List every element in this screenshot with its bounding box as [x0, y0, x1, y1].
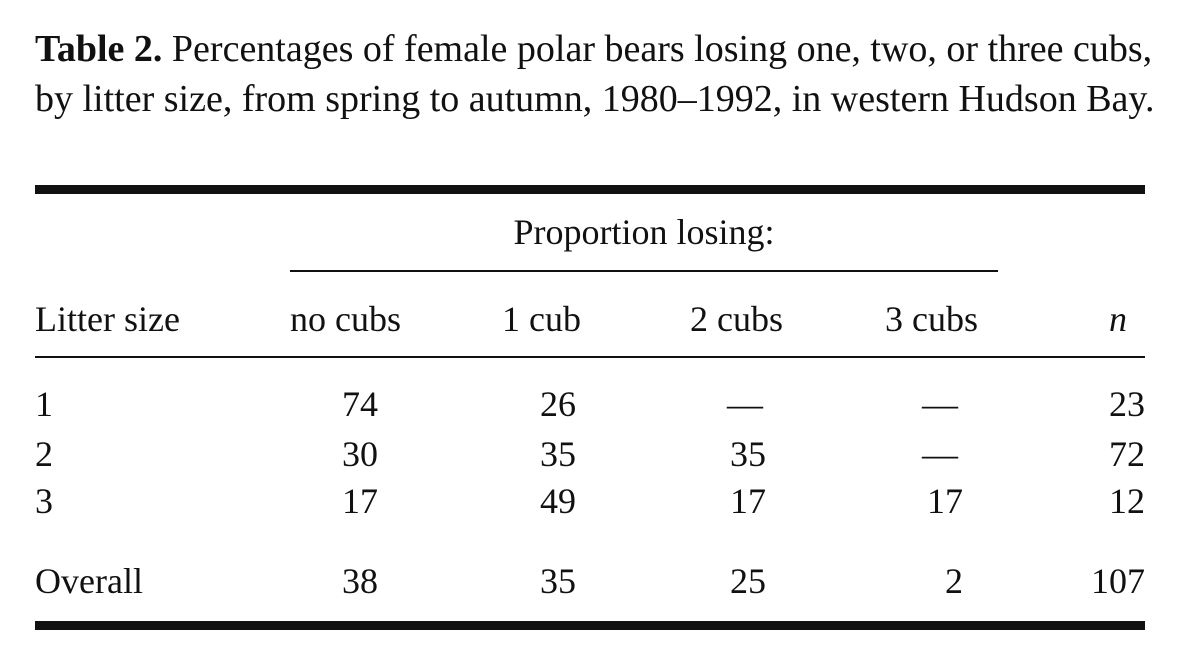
row-1-3-cubs: —: [922, 384, 958, 424]
row-2-no-cubs: 30: [342, 434, 378, 474]
spanner-rule: [290, 270, 998, 272]
table-caption: Table 2. Percentages of female polar bea…: [35, 24, 1155, 124]
row-3-3-cubs: 17: [927, 481, 963, 521]
header-n: n: [1109, 299, 1127, 339]
row-3-no-cubs: 17: [342, 481, 378, 521]
row-2-1-cub: 35: [540, 434, 576, 474]
header-2-cubs: 2 cubs: [690, 299, 783, 339]
table-label: Table 2.: [35, 28, 163, 70]
row-3-2-cubs: 17: [730, 481, 766, 521]
row-2-n: 72: [1109, 434, 1145, 474]
spanner-heading: Proportion losing:: [513, 212, 775, 252]
header-no-cubs: no cubs: [290, 299, 401, 339]
row-1-n: 23: [1109, 384, 1145, 424]
row-3-n: 12: [1109, 481, 1145, 521]
header-litter-size: Litter size: [35, 299, 180, 339]
overall-2-cubs: 25: [730, 561, 766, 601]
row-2-2-cubs: 35: [730, 434, 766, 474]
row-3-1-cub: 49: [540, 481, 576, 521]
row-1-no-cubs: 74: [342, 384, 378, 424]
table-bottom-rule: [35, 621, 1145, 630]
row-2-litter-size: 2: [35, 434, 53, 474]
header-1-cub: 1 cub: [502, 299, 581, 339]
row-2-3-cubs: —: [922, 434, 958, 474]
header-3-cubs: 3 cubs: [885, 299, 978, 339]
caption-text: Percentages of female polar bears losing…: [35, 28, 1155, 120]
row-3-litter-size: 3: [35, 481, 53, 521]
overall-no-cubs: 38: [342, 561, 378, 601]
row-1-2-cubs: —: [727, 384, 763, 424]
overall-label: Overall: [35, 561, 143, 601]
row-1-litter-size: 1: [35, 384, 53, 424]
table-top-rule: [35, 185, 1145, 194]
overall-n: 107: [1091, 561, 1145, 601]
overall-1-cub: 35: [540, 561, 576, 601]
header-rule: [35, 356, 1145, 358]
row-1-1-cub: 26: [540, 384, 576, 424]
overall-3-cubs: 2: [945, 561, 963, 601]
